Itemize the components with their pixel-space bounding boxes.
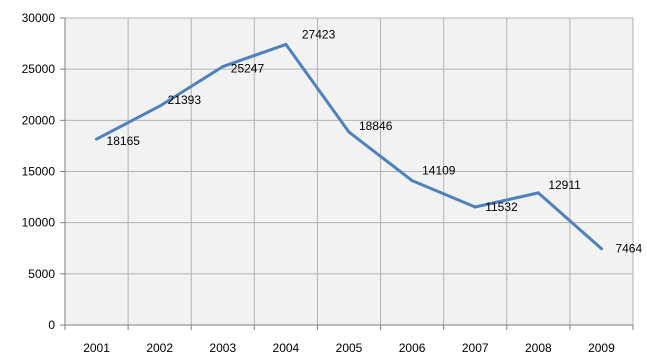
data-label: 27423 xyxy=(302,27,336,41)
x-tick-label: 2007 xyxy=(462,341,489,355)
data-label: 14109 xyxy=(422,164,456,178)
y-tick-label: 20000 xyxy=(22,113,56,127)
y-tick-label: 5000 xyxy=(28,267,55,281)
data-label: 18165 xyxy=(107,134,141,148)
data-label: 12911 xyxy=(548,178,581,192)
x-tick-label: 2004 xyxy=(273,341,300,355)
y-tick-label: 30000 xyxy=(22,11,56,25)
y-tick-label: 10000 xyxy=(22,216,56,230)
data-point xyxy=(95,137,99,141)
y-tick-label: 15000 xyxy=(22,165,56,179)
x-tick-label: 2006 xyxy=(399,341,426,355)
x-tick-label: 2002 xyxy=(146,341,173,355)
x-tick-label: 2001 xyxy=(83,341,110,355)
x-tick-label: 2008 xyxy=(525,341,552,355)
x-tick-label: 2005 xyxy=(336,341,363,355)
series-line xyxy=(95,42,603,251)
x-axis-tick-labels: 2001 2002 2003 2004 2005 2006 2007 2008 2009 xyxy=(83,341,615,355)
data-point xyxy=(158,104,162,108)
x-tick-label: 2003 xyxy=(209,341,236,355)
gridlines xyxy=(65,17,634,325)
data-label: 11532 xyxy=(485,200,518,214)
y-tick-label: 0 xyxy=(48,318,55,332)
data-point xyxy=(347,130,351,134)
data-labels: 18165 21393 25247 27423 18846 14109 11532 12911… xyxy=(107,27,643,255)
data-point xyxy=(536,191,540,195)
y-axis-tick-labels: 0 5000 10000 15000 20000 25000 30000 xyxy=(22,11,56,332)
data-point xyxy=(473,205,477,209)
data-point xyxy=(410,179,414,183)
x-tick-label: 2009 xyxy=(588,341,615,355)
data-point xyxy=(599,247,603,251)
data-point xyxy=(221,65,225,69)
axes xyxy=(60,17,634,330)
data-label: 18846 xyxy=(359,119,393,133)
data-point xyxy=(284,42,288,46)
data-label: 21393 xyxy=(168,93,202,107)
y-tick-label: 25000 xyxy=(22,62,56,76)
data-label: 7464 xyxy=(615,242,642,256)
data-label: 25247 xyxy=(231,62,265,76)
